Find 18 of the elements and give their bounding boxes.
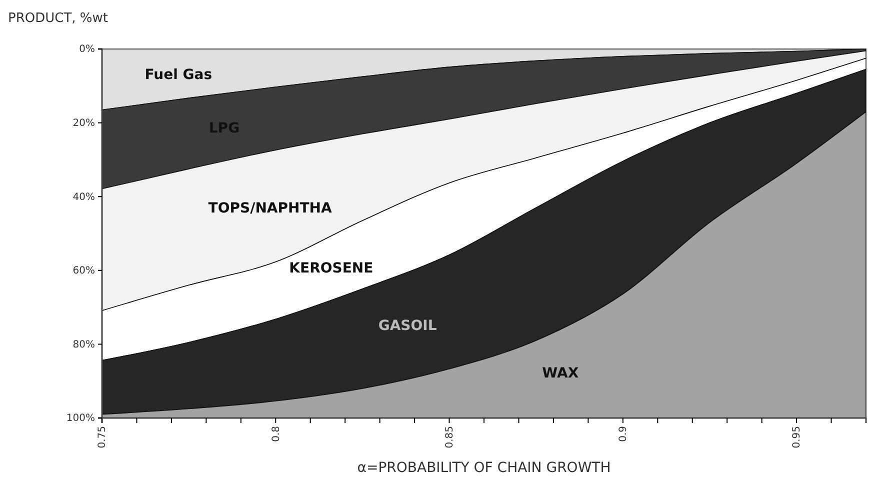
y-tick-label: 60%	[72, 266, 95, 277]
y-axis-title: PRODUCT, %wt	[8, 11, 108, 26]
y-tick-label: 0%	[79, 44, 95, 56]
y-tick-label: 100%	[66, 413, 95, 424]
x-tick-label: 0.85	[444, 426, 456, 448]
x-tick-label: 0.95	[792, 426, 803, 448]
x-tick-label: 0.75	[97, 426, 108, 448]
series-label: Fuel Gas	[144, 67, 212, 84]
x-tick-label: 0.8	[270, 426, 282, 442]
x-axis-title: α=PROBABILITY OF CHAIN GROWTH	[357, 460, 611, 476]
series-label: GASOIL	[378, 318, 437, 334]
y-tick-label: 40%	[72, 192, 95, 203]
y-tick-label: 80%	[72, 339, 95, 350]
y-tick-label: 20%	[72, 118, 95, 129]
series-label: WAX	[542, 366, 579, 382]
x-tick-label: 0.9	[618, 426, 630, 442]
series-label: TOPS/NAPHTHA	[208, 200, 332, 216]
series-label: KEROSENE	[289, 260, 374, 277]
